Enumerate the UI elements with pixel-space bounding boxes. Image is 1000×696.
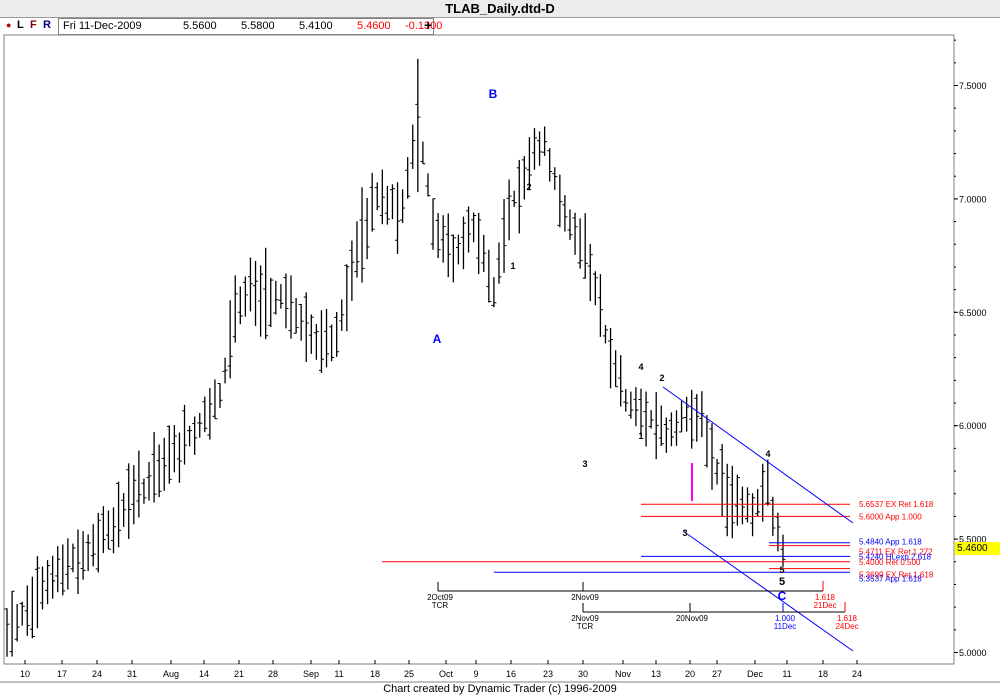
time-marker-label: 1.618 [837, 614, 858, 623]
time-marker-sub: TCR [432, 601, 449, 610]
x-tick-label: 14 [199, 669, 209, 679]
quote-date: Fri 11-Dec-2009 [63, 20, 142, 32]
wave-label: 4 [638, 362, 643, 372]
x-tick-label: 24 [92, 669, 102, 679]
time-marker-sub: 24Dec [835, 622, 858, 631]
y-tick-label: 7.0000 [959, 194, 987, 204]
wave-label: 3 [582, 459, 587, 469]
x-tick-label: 30 [578, 669, 588, 679]
price-level-label: 5.6000 App 1.000 [859, 512, 922, 521]
add-plus-icon[interactable]: + [424, 17, 433, 33]
time-marker-label: 2Nov09 [571, 614, 599, 623]
x-tick-label: Sep [303, 669, 319, 679]
wave-label: 5 [779, 565, 784, 575]
price-level-label: 5.4840 App 1.618 [859, 538, 922, 547]
x-tick-label: Dec [747, 669, 764, 679]
wave-label: 5 [779, 576, 785, 588]
x-tick-label: Aug [163, 669, 179, 679]
y-tick-label: 5.5000 [959, 535, 987, 545]
time-marker-label: 2Oct09 [427, 593, 453, 602]
x-tick-label: 10 [20, 669, 30, 679]
toolbar-button-f[interactable]: F [30, 19, 37, 31]
record-dot-icon[interactable]: ● [6, 20, 12, 30]
x-tick-label: 17 [57, 669, 67, 679]
window-title: TLAB_Daily.dtd-D [445, 1, 555, 16]
wave-label: 4 [765, 449, 770, 459]
quote-low: 5.4100 [299, 20, 333, 32]
x-tick-label: 13 [651, 669, 661, 679]
time-marker-label: 1.000 [775, 614, 796, 623]
chart-credit: Chart created by Dynamic Trader (c) 1996… [383, 683, 617, 695]
y-tick-label: 7.5000 [959, 81, 987, 91]
wave-label: B [489, 87, 498, 101]
x-tick-label: 21 [234, 669, 244, 679]
x-tick-label: 23 [543, 669, 553, 679]
x-tick-label: 11 [334, 669, 343, 679]
channel-line-upper [662, 386, 854, 524]
quote-close: 5.4600 [357, 20, 391, 32]
time-marker-sub: 21Dec [813, 601, 836, 610]
x-tick-label: 25 [404, 669, 414, 679]
wave-label: 1 [510, 261, 515, 271]
price-level-label: 5.4240 HLexp 2.618 [859, 552, 932, 561]
time-marker-sub: 11Dec [774, 622, 797, 631]
x-tick-label: 20 [685, 669, 695, 679]
toolbar-button-l[interactable]: L [17, 19, 24, 31]
x-tick-label: 28 [268, 669, 278, 679]
wave-label: 2 [659, 373, 664, 383]
price-level-label: 5.3699 EX Ret 1.618 [859, 571, 934, 580]
time-marker-label: 2Nov09 [571, 593, 599, 602]
last-price-tag: 5.4600 [955, 542, 1000, 555]
price-level-label: 5.4000 Ret 0.500 [859, 558, 921, 567]
wave-label: 1 [638, 431, 643, 441]
time-marker-sub: TCR [577, 622, 594, 631]
x-tick-label: Nov [615, 669, 632, 679]
toolbar: ● L F R [0, 18, 1000, 35]
quote-change: -0.1300 [405, 20, 443, 32]
x-tick-label: 18 [370, 669, 380, 679]
wave-label: C [778, 589, 787, 603]
x-tick-label: 31 [127, 669, 137, 679]
quote-box: Fri 11-Dec-2009 5.5600 5.5800 5.4100 5.4… [58, 18, 442, 35]
wave-label: 3 [682, 528, 687, 538]
x-tick-label: 9 [473, 669, 478, 679]
toolbar-button-r[interactable]: R [43, 19, 51, 31]
price-level-label: 5.6537 EX Ret 1.618 [859, 500, 934, 509]
x-tick-label: 27 [712, 669, 722, 679]
x-tick-label: 11 [782, 669, 791, 679]
x-tick-label: 24 [852, 669, 862, 679]
plot-frame [3, 34, 955, 665]
quote-open: 5.5600 [183, 20, 217, 32]
x-tick-label: 18 [818, 669, 828, 679]
y-tick-label: 5.0000 [959, 648, 987, 658]
quote-high: 5.5800 [241, 20, 275, 32]
time-marker-label: 20Nov09 [676, 614, 709, 623]
y-tick-label: 6.5000 [959, 308, 987, 318]
price-level-label: 5.4711 EX Ret 1.272 [859, 548, 933, 557]
y-tick-label: 6.0000 [959, 421, 987, 431]
wave-label: A [433, 332, 442, 346]
price-level-label: 5.3537 App 1.618 [859, 574, 922, 583]
wave-label: 2 [526, 182, 531, 192]
time-marker-label: 1.618 [815, 593, 836, 602]
ohlc-bars [4, 58, 786, 657]
x-tick-label: 16 [506, 669, 516, 679]
title-bar: TLAB_Daily.dtd-D [0, 0, 1000, 18]
x-tick-label: Oct [439, 669, 454, 679]
